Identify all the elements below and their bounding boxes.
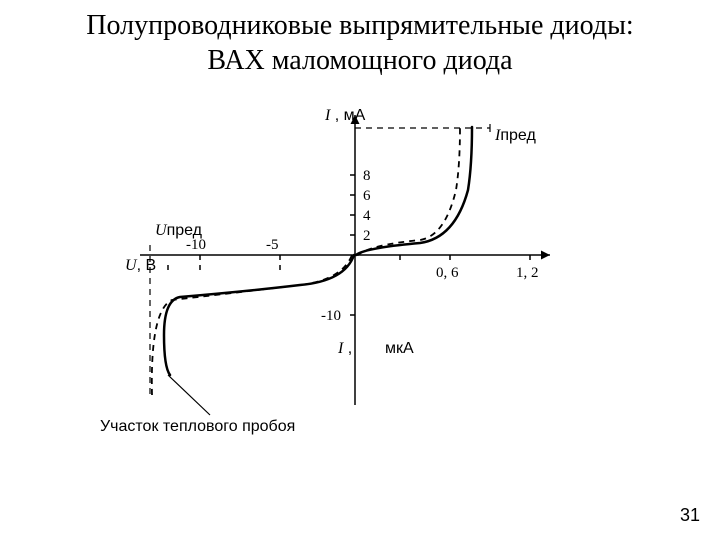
svg-text:6: 6 [363,188,371,204]
breakdown-caption: Участок теплового пробоя [100,418,295,436]
svg-text:мкА: мкА [385,340,414,357]
svg-text:Iпред: Iпред [494,127,536,144]
svg-text:I , мА: I , мА [324,107,366,124]
svg-text:2: 2 [363,228,371,244]
svg-text:-5: -5 [266,237,279,253]
iv-curve-svg: 2 4 6 8 -10 -10 -5 0, 6 1, 2 I , мА Iпред Uпред U, В… [120,95,600,455]
svg-text:I ,: I , [337,340,352,357]
slide-title: Полупроводниковые выпрямительные диоды: … [0,0,720,78]
svg-text:8: 8 [363,168,371,184]
svg-text:Uпред: Uпред [155,222,203,239]
iv-curve-chart: 2 4 6 8 -10 -10 -5 0, 6 1, 2 I , мА Iпред Uпред U, В… [120,95,600,455]
title-line-2: ВАХ маломощного диода [0,43,720,78]
page-number: 31 [680,505,700,526]
svg-text:1, 2: 1, 2 [516,265,539,281]
svg-text:-10: -10 [186,237,206,253]
svg-text:-10: -10 [321,308,341,324]
title-line-1: Полупроводниковые выпрямительные диоды: [0,8,720,43]
svg-text:0, 6: 0, 6 [436,265,459,281]
svg-text:4: 4 [363,208,371,224]
svg-text:U, В: U, В [125,257,156,274]
